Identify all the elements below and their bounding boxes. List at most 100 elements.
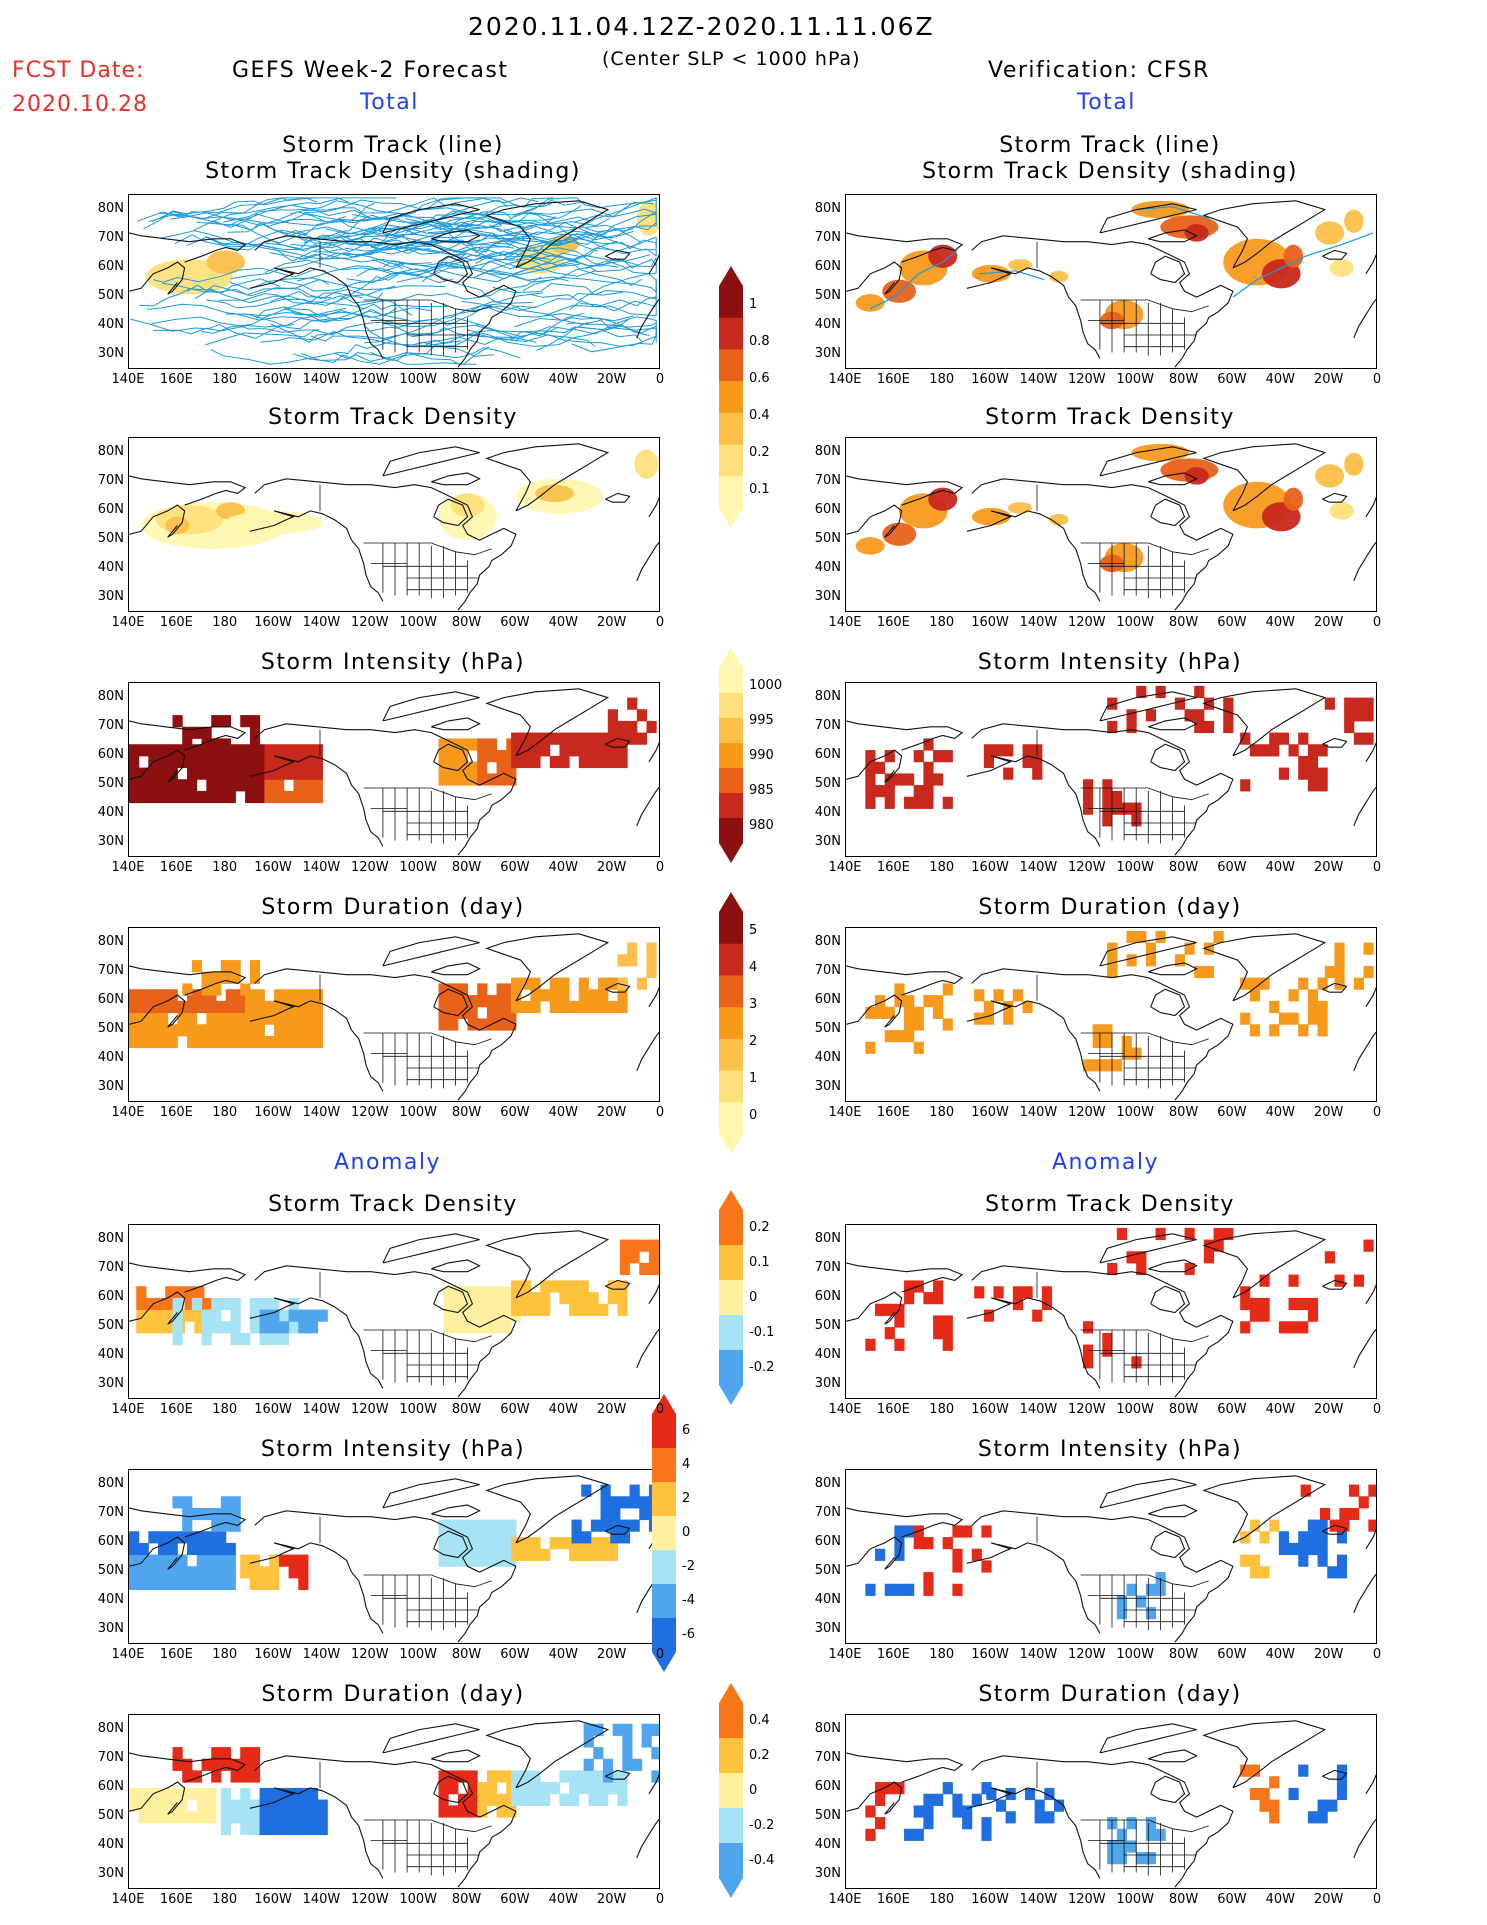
gefs-track-panel <box>128 194 660 369</box>
lon-label: 80W <box>1168 1647 1199 1662</box>
density-total-colorbar-tick: 0.8 <box>749 333 770 349</box>
right-anomaly-label: Anomaly <box>1052 1150 1159 1175</box>
lat-label: 50N <box>97 1563 124 1579</box>
lon-label: 160E <box>159 860 193 875</box>
lon-label: 140E <box>828 860 862 875</box>
lat-label: 60N <box>97 991 124 1007</box>
lon-label: 100W <box>1116 1892 1154 1907</box>
title-l1a: Storm Track (line) <box>282 133 504 158</box>
duration-anom-colorbar-tick: -0.2 <box>749 1817 775 1833</box>
lat-label: 50N <box>97 531 124 547</box>
lat-label: 30N <box>97 1866 124 1882</box>
lat-label: 70N <box>814 229 841 245</box>
density-anom-colorbar-tick: -0.1 <box>749 1324 775 1340</box>
lon-label: 140E <box>111 860 145 875</box>
lat-label: 40N <box>814 1050 841 1066</box>
title-l2: Storm Track Density <box>268 405 518 430</box>
cfsr-duration-panel-map <box>846 930 1376 1101</box>
lat-label: 80N <box>814 1230 841 1246</box>
lon-label: 80W <box>451 1647 482 1662</box>
lon-label: 160E <box>876 1105 910 1120</box>
gefs-intensity-anom-panel <box>128 1469 660 1644</box>
lon-label: 40W <box>1265 372 1295 387</box>
title-r1a: Storm Track (line) <box>999 133 1221 158</box>
duration-total-colorbar-tick: 5 <box>749 922 758 938</box>
fcst-label: FCST Date: <box>12 58 145 83</box>
lon-label: 60W <box>500 1105 530 1120</box>
lon-label: 120W <box>1067 1402 1106 1417</box>
lat-label: 40N <box>97 1347 124 1363</box>
lon-label: 140W <box>302 372 341 387</box>
right-model-title: Verification: CFSR <box>988 58 1210 83</box>
lat-label: 40N <box>814 1347 841 1363</box>
gefs-density-panel-map <box>129 443 659 611</box>
lon-label: 160W <box>971 1402 1009 1417</box>
lon-label: 80W <box>1168 1402 1199 1417</box>
lon-label: 40W <box>548 372 578 387</box>
lon-label: 140W <box>302 1892 341 1907</box>
lon-label: 180 <box>929 1105 955 1120</box>
cfsr-density-anom-panel <box>845 1224 1377 1399</box>
lon-label: 140W <box>1019 1892 1058 1907</box>
lon-label: 140E <box>111 1105 145 1120</box>
intensity-total-colorbar-tick: 1000 <box>749 677 783 693</box>
lon-label: 100W <box>399 1105 437 1120</box>
lat-label: 80N <box>814 200 841 216</box>
intensity-total-colorbar <box>719 648 743 863</box>
lon-label: 80W <box>1168 1892 1199 1907</box>
density-anom-colorbar-tick: 0 <box>749 1289 758 1305</box>
lon-label: 120W <box>350 1105 389 1120</box>
lat-label: 70N <box>814 1504 841 1520</box>
lat-label: 50N <box>814 1021 841 1037</box>
lon-label: 160E <box>876 1647 910 1662</box>
lon-label: 140E <box>828 1647 862 1662</box>
lon-label: 20W <box>1313 1892 1344 1907</box>
lat-label: 30N <box>814 1079 841 1095</box>
lon-label: 140W <box>302 615 341 630</box>
lat-label: 40N <box>97 317 124 333</box>
lon-label: 140W <box>302 1647 341 1662</box>
lat-label: 60N <box>814 991 841 1007</box>
lon-label: 160W <box>971 615 1009 630</box>
lon-label: 80W <box>451 1892 482 1907</box>
cfsr-duration-panel <box>845 927 1377 1102</box>
lat-label: 70N <box>814 962 841 978</box>
lat-label: 30N <box>814 589 841 605</box>
intensity-anom-colorbar-tick: 6 <box>682 1423 691 1438</box>
lon-label: 100W <box>399 1892 437 1907</box>
lon-label: 60W <box>1217 1892 1247 1907</box>
lon-label: 160E <box>876 860 910 875</box>
lat-label: 30N <box>97 1376 124 1392</box>
gefs-track-panel-map <box>129 197 659 368</box>
lon-label: 180 <box>212 860 238 875</box>
duration-total-colorbar-tick: 0 <box>749 1107 758 1123</box>
cfsr-intensity-anom-panel-map <box>846 1475 1376 1643</box>
lon-label: 60W <box>1217 615 1247 630</box>
lon-label: 60W <box>1217 1402 1247 1417</box>
title-r3: Storm Intensity (hPa) <box>977 650 1243 675</box>
lon-label: 140E <box>828 1402 862 1417</box>
lat-label: 60N <box>97 258 124 274</box>
cfsr-intensity-panel <box>845 682 1377 857</box>
lon-label: 80W <box>451 615 482 630</box>
lon-label: 0 <box>1372 1402 1382 1417</box>
title-r1b: Storm Track Density (shading) <box>922 159 1298 184</box>
lon-label: 140W <box>1019 1647 1058 1662</box>
intensity-total-colorbar-tick: 985 <box>749 782 774 798</box>
lat-label: 40N <box>814 805 841 821</box>
title-l3: Storm Intensity (hPa) <box>260 650 526 675</box>
cfsr-intensity-anom-panel <box>845 1469 1377 1644</box>
density-total-colorbar <box>719 266 743 528</box>
density-total-colorbar-tick: 1 <box>749 296 758 312</box>
lon-label: 180 <box>212 1647 238 1662</box>
gefs-density-anom-panel <box>128 1224 660 1399</box>
lon-label: 160E <box>876 372 910 387</box>
cfsr-density-anom-panel-map <box>846 1227 1376 1398</box>
lon-label: 180 <box>929 372 955 387</box>
lat-label: 60N <box>814 1533 841 1549</box>
lon-label: 140W <box>1019 1402 1058 1417</box>
lon-label: 140E <box>828 1892 862 1907</box>
lon-label: 40W <box>1265 1892 1295 1907</box>
lon-label: 80W <box>451 1105 482 1120</box>
lon-label: 140W <box>302 1105 341 1120</box>
